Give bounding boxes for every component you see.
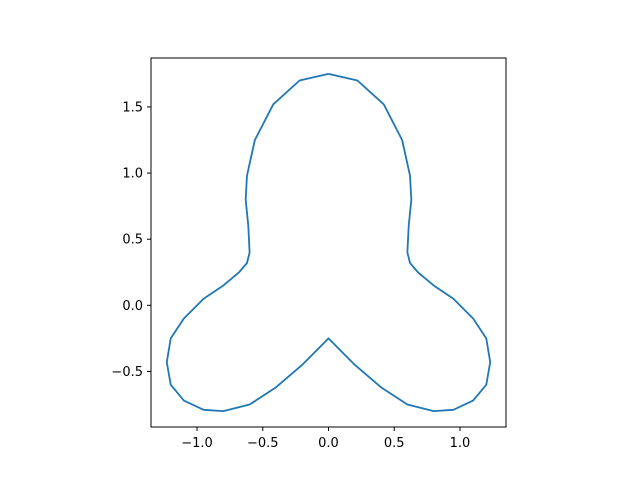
x-tick-label: 0.5 bbox=[384, 436, 405, 451]
axes-frame bbox=[150, 57, 507, 428]
x-tick-label: −1.0 bbox=[181, 436, 213, 451]
series-line-0 bbox=[165, 72, 492, 413]
y-tick-label: 1.0 bbox=[122, 167, 143, 182]
y-axis-ticks: −0.5 0.0 0.5 1.0 1.5 bbox=[111, 100, 151, 380]
y-tick-label: 0.5 bbox=[122, 233, 143, 248]
plot-area bbox=[165, 72, 492, 413]
x-tick-label: 0.0 bbox=[318, 436, 339, 451]
x-tick-label: −0.5 bbox=[247, 436, 279, 451]
x-axis-ticks: −1.0 −0.5 0.0 0.5 1.0 bbox=[181, 427, 470, 451]
y-tick-label: 0.0 bbox=[122, 299, 143, 314]
x-tick-label: 1.0 bbox=[450, 436, 471, 451]
y-tick-label: −0.5 bbox=[111, 365, 143, 380]
y-tick-label: 1.5 bbox=[122, 100, 143, 115]
